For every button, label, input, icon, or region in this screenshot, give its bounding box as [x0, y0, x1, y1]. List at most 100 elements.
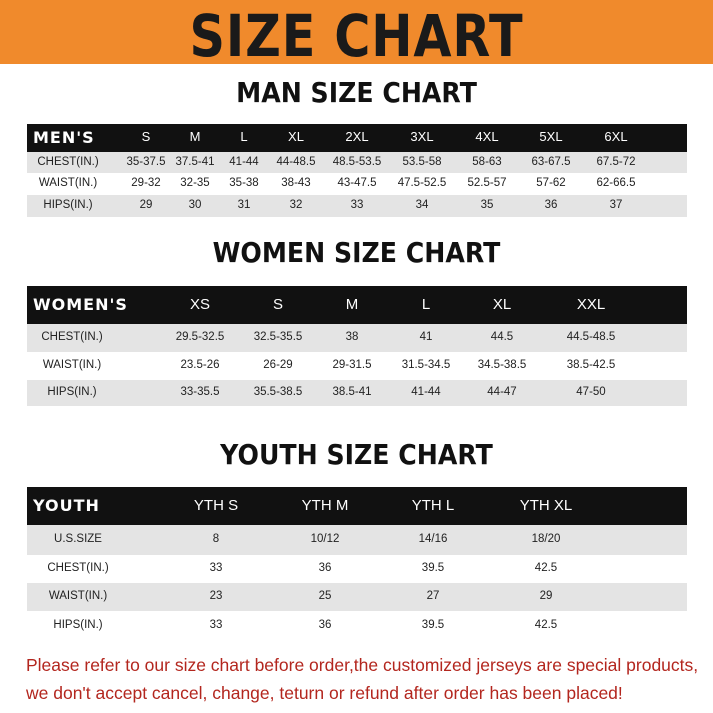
row-label: HIPS(IN.): [47, 386, 97, 398]
section-title: WOMEN SIZE CHART: [212, 236, 501, 269]
page-title: SIZE CHART: [189, 2, 524, 70]
table-cell: 44-47: [487, 386, 517, 398]
header-cell: 6XL: [604, 129, 628, 144]
table-header: WOMEN'S XS S M L XL XXL: [27, 286, 687, 324]
table-cell: 62-66.5: [596, 177, 636, 189]
table-cell: 52.5-57: [467, 177, 507, 189]
table-cell: 29-31.5: [332, 359, 372, 371]
table-row: WAIST(IN.) 23.5-26 26-29 29-31.5 31.5-34.5 34…: [27, 352, 687, 380]
header-cell: 4XL: [475, 129, 499, 144]
table-row: CHEST(IN.) 29.5-32.5 32.5-35.5 38 41 44.5 44.5…: [27, 324, 687, 352]
note: Please refer to our size chart before or…: [26, 655, 699, 675]
note: we don't accept cancel, change, teturn o…: [26, 683, 623, 703]
table-cell: 37: [609, 199, 623, 211]
header-cell: XS: [189, 296, 211, 313]
header-cell: YTH M: [301, 497, 349, 514]
table-row: CHEST(IN.) 35-37.5 37.5-41 41-44 44-48.5 48.5…: [27, 152, 687, 173]
table-cell: 8: [212, 533, 220, 545]
header-cell: XL: [288, 129, 304, 144]
table-cell: 31.5-34.5: [401, 359, 451, 371]
table-cell: 34: [415, 199, 429, 211]
table-cell: 34.5-38.5: [477, 359, 527, 371]
row-label: CHEST(IN.): [47, 562, 109, 574]
table-cell: 58-63: [472, 155, 502, 168]
table-cell: 29-32: [131, 177, 161, 189]
table-header: YOUTH YTH S YTH M YTH L YTH XL: [27, 487, 687, 525]
row-label: WAIST(IN.): [42, 359, 102, 371]
header-cell: S: [272, 296, 284, 313]
header-label: YOUTH: [33, 496, 100, 515]
table-cell: 31: [237, 199, 251, 211]
table-cell: 44.5-48.5: [566, 331, 616, 343]
header-cell: XL: [492, 296, 512, 313]
header-cell: XXL: [576, 296, 606, 313]
table-cell: 44-48.5: [276, 155, 316, 168]
table-cell: 33: [350, 199, 364, 211]
table-cell: 32-35: [180, 177, 210, 189]
table-row: WAIST(IN.) 23 25 27 29: [27, 583, 687, 611]
table-row: U.S.SIZE 8 10/12 14/16 18/20: [27, 525, 687, 555]
table-cell: 29: [139, 199, 153, 211]
table-cell: 33: [209, 562, 223, 574]
table-row: HIPS(IN.) 29 30 31 32 33 34 35 36 37: [27, 195, 687, 217]
table-cell: 33: [209, 618, 223, 631]
header-label: MEN'S: [33, 128, 95, 147]
table-cell: 47-50: [576, 386, 606, 398]
table-cell: 41-44: [229, 155, 259, 168]
header-cell: 2XL: [345, 129, 369, 144]
table-cell: 35: [480, 199, 494, 211]
table-cell: 10/12: [310, 533, 340, 545]
header-cell: 5XL: [539, 129, 563, 144]
table-cell: 41: [419, 331, 433, 343]
row-label: WAIST(IN.): [38, 177, 98, 189]
table-cell: 39.5: [421, 618, 445, 631]
table-row: WAIST(IN.) 29-32 32-35 35-38 38-43 43-47.5 47.…: [27, 173, 687, 195]
table-cell: 63-67.5: [531, 155, 571, 168]
table-cell: 37.5-41: [175, 155, 215, 168]
row-label: HIPS(IN.): [43, 199, 93, 211]
table-cell: 57-62: [536, 177, 566, 189]
table-cell: 23.5-26: [180, 359, 220, 371]
table-cell: 47.5-52.5: [397, 177, 447, 189]
table-cell: 35-37.5: [126, 155, 166, 168]
header-cell: M: [189, 129, 201, 144]
table-cell: 43-47.5: [337, 177, 377, 189]
table-cell: 35.5-38.5: [253, 386, 303, 398]
table-cell: 33-35.5: [180, 386, 220, 398]
table-cell: 32: [289, 199, 303, 211]
table-cell: 23: [209, 590, 223, 602]
table-cell: 53.5-58: [402, 155, 442, 168]
table-cell: 36: [318, 618, 332, 631]
header-cell: 3XL: [410, 129, 434, 144]
header-cell: L: [421, 296, 431, 313]
banner: [0, 0, 713, 64]
table-cell: 38.5-42.5: [566, 359, 616, 371]
table-cell: 18/20: [531, 533, 561, 545]
table-cell: 25: [318, 590, 332, 602]
table-row: HIPS(IN.) 33 36 39.5 42.5: [27, 611, 687, 640]
table-cell: 27: [426, 590, 440, 602]
table-cell: 48.5-53.5: [332, 155, 382, 168]
table-cell: 39.5: [421, 562, 445, 574]
row-label: HIPS(IN.): [53, 618, 103, 631]
table-row: HIPS(IN.) 33-35.5 35.5-38.5 38.5-41 41-44 44-…: [27, 380, 687, 406]
table-cell: 42.5: [534, 618, 558, 631]
table-cell: 38-43: [281, 177, 311, 189]
table-cell: 36: [318, 562, 332, 574]
section-title: MAN SIZE CHART: [236, 76, 477, 109]
table-cell: 67.5-72: [596, 155, 636, 168]
header-cell: S: [141, 129, 151, 144]
table-cell: 38: [345, 331, 359, 343]
table-cell: 41-44: [411, 386, 441, 398]
header-cell: YTH S: [193, 497, 239, 514]
table-cell: 38.5-41: [332, 386, 372, 398]
table-cell: 29: [539, 590, 553, 602]
table-cell: 44.5: [490, 331, 514, 343]
row-label: WAIST(IN.): [48, 590, 108, 602]
table-cell: 35-38: [229, 177, 259, 189]
table-cell: 26-29: [263, 359, 293, 371]
row-label: CHEST(IN.): [41, 331, 103, 343]
table-header: MEN'S S M L XL 2XL 3XL 4XL 5XL 6XL: [27, 124, 687, 152]
header-label: WOMEN'S: [33, 295, 128, 314]
